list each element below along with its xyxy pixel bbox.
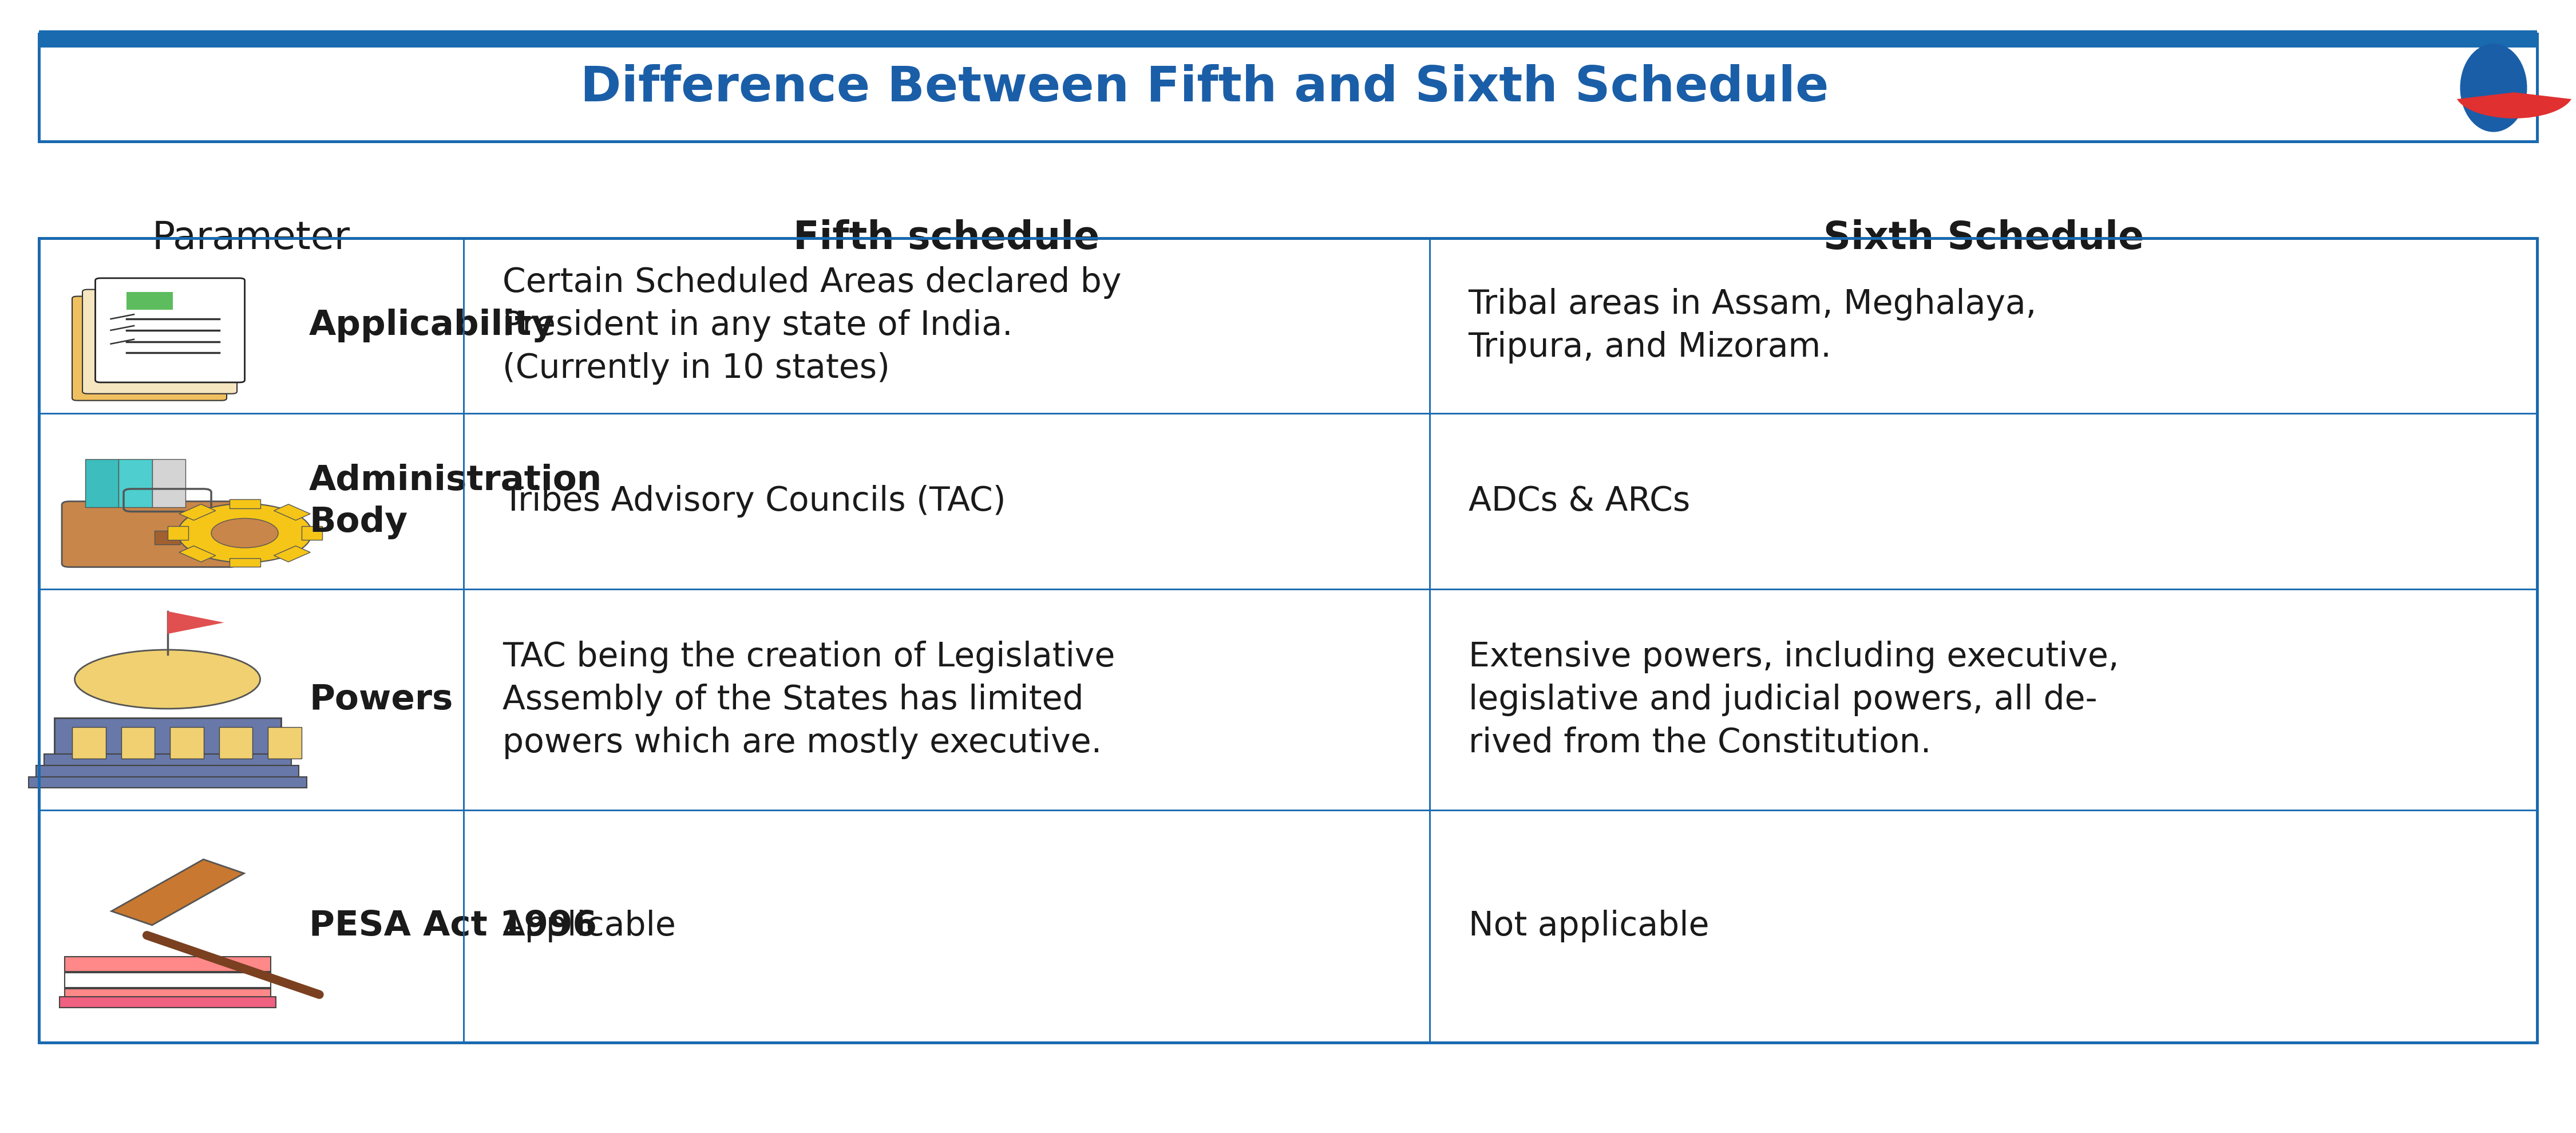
Bar bbox=[273, 504, 309, 520]
Bar bbox=[72, 727, 106, 759]
Bar bbox=[64, 972, 270, 987]
Bar bbox=[64, 956, 270, 972]
Bar bbox=[126, 292, 173, 310]
Polygon shape bbox=[167, 612, 224, 634]
Text: Not applicable: Not applicable bbox=[1468, 910, 1708, 943]
Bar bbox=[170, 727, 204, 759]
Bar bbox=[180, 546, 216, 562]
Bar bbox=[273, 546, 309, 562]
Text: Difference Between Fifth and Sixth Schedule: Difference Between Fifth and Sixth Sched… bbox=[580, 65, 1829, 111]
Bar bbox=[64, 988, 270, 1004]
Bar bbox=[44, 755, 291, 766]
Bar bbox=[229, 499, 260, 509]
Text: Sixth Schedule: Sixth Schedule bbox=[1824, 219, 2143, 257]
Polygon shape bbox=[111, 859, 245, 926]
Text: TAC being the creation of Legislative
Assembly of the States has limited
powers : TAC being the creation of Legislative As… bbox=[502, 640, 1115, 759]
Bar bbox=[39, 238, 2537, 1042]
Text: Applicable: Applicable bbox=[502, 910, 677, 943]
Text: Tribal areas in Assam, Meghalaya,
Tripura, and Mizoram.: Tribal areas in Assam, Meghalaya, Tripur… bbox=[1468, 288, 2038, 364]
FancyBboxPatch shape bbox=[72, 297, 227, 401]
Bar bbox=[167, 526, 188, 540]
Bar bbox=[301, 526, 322, 540]
Bar bbox=[85, 460, 118, 508]
Text: Applicability: Applicability bbox=[309, 309, 554, 342]
Text: Certain Scheduled Areas declared by
President in any state of India.
(Currently : Certain Scheduled Areas declared by Pres… bbox=[502, 266, 1121, 385]
Bar bbox=[268, 727, 301, 759]
Bar bbox=[180, 504, 216, 520]
Text: Administration
Body: Administration Body bbox=[309, 463, 603, 539]
Text: Fifth schedule: Fifth schedule bbox=[793, 219, 1100, 257]
Bar bbox=[219, 727, 252, 759]
Text: Parameter: Parameter bbox=[152, 219, 350, 257]
Bar bbox=[155, 530, 180, 545]
Bar bbox=[39, 34, 2537, 142]
Bar bbox=[118, 460, 152, 508]
Bar bbox=[39, 238, 2537, 1042]
FancyBboxPatch shape bbox=[95, 279, 245, 383]
Bar bbox=[39, 32, 2537, 48]
FancyBboxPatch shape bbox=[82, 290, 237, 394]
Ellipse shape bbox=[2460, 43, 2527, 133]
Text: Powers: Powers bbox=[309, 683, 453, 716]
Bar bbox=[229, 559, 260, 568]
Bar bbox=[28, 777, 307, 789]
FancyBboxPatch shape bbox=[62, 502, 237, 568]
Bar bbox=[121, 727, 155, 759]
Bar bbox=[59, 997, 276, 1008]
Circle shape bbox=[178, 504, 312, 563]
Bar bbox=[39, 31, 2537, 48]
Bar bbox=[54, 718, 281, 766]
Circle shape bbox=[211, 519, 278, 548]
Bar bbox=[152, 460, 185, 508]
Text: Extensive powers, including executive,
legislative and judicial powers, all de-
: Extensive powers, including executive, l… bbox=[1468, 640, 2117, 759]
Text: Tribes Advisory Councils (TAC): Tribes Advisory Councils (TAC) bbox=[502, 485, 1005, 518]
Text: ADCs & ARCs: ADCs & ARCs bbox=[1468, 485, 1690, 518]
Text: PESA Act 1996: PESA Act 1996 bbox=[309, 910, 598, 943]
Ellipse shape bbox=[75, 650, 260, 709]
Bar bbox=[36, 766, 299, 777]
Bar bbox=[39, 34, 2537, 142]
Wedge shape bbox=[2458, 93, 2571, 119]
